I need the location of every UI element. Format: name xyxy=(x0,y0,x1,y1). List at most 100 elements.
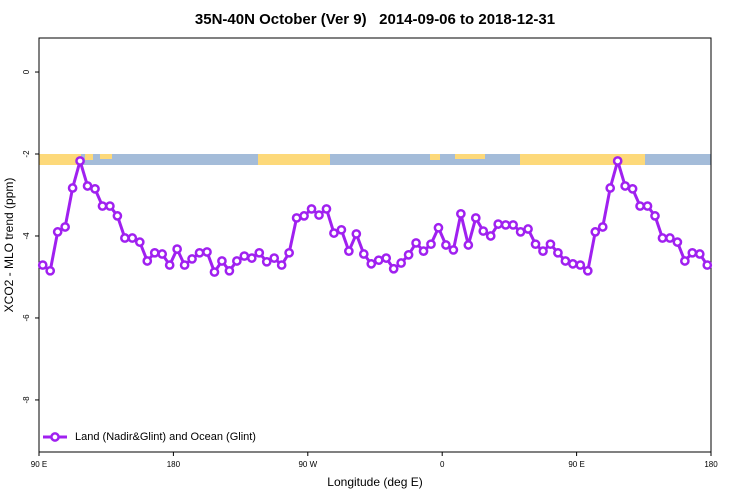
data-point xyxy=(82,181,93,191)
data-point xyxy=(209,267,220,277)
data-point xyxy=(635,201,645,211)
data-point xyxy=(538,246,548,256)
data-point xyxy=(403,249,414,260)
x-tick-label: 90 E xyxy=(31,460,47,469)
data-point xyxy=(60,222,70,232)
x-tick-label: 180 xyxy=(167,460,181,469)
land-strip xyxy=(455,154,485,159)
data-point xyxy=(351,229,362,239)
data-point xyxy=(665,233,675,243)
y-axis-label: XCO2 - MLO trend (ppm) xyxy=(2,178,16,313)
data-point xyxy=(127,233,138,243)
data-point xyxy=(75,156,85,166)
data-point xyxy=(67,183,78,193)
data-point xyxy=(381,253,392,263)
data-point xyxy=(493,219,504,229)
data-point xyxy=(478,226,489,236)
data-point xyxy=(672,237,683,247)
data-point xyxy=(224,265,235,276)
data-point xyxy=(515,227,526,237)
data-point xyxy=(620,181,630,191)
land-strip xyxy=(430,154,440,160)
data-point xyxy=(97,201,108,211)
x-tick-label: 0 xyxy=(440,460,445,469)
data-point xyxy=(702,260,713,270)
data-point xyxy=(157,249,168,259)
data-point xyxy=(232,256,242,266)
data-point xyxy=(134,237,145,247)
data-point xyxy=(306,204,317,214)
y-tick-label: -2 xyxy=(22,150,31,158)
data-point xyxy=(291,213,302,223)
data-point xyxy=(299,211,309,221)
land-strip xyxy=(39,154,81,165)
data-point xyxy=(485,231,496,241)
data-point xyxy=(261,256,272,267)
data-point xyxy=(642,201,653,211)
data-point xyxy=(358,249,369,259)
data-point xyxy=(612,156,623,166)
data-point xyxy=(254,247,265,258)
data-point xyxy=(605,183,616,193)
data-point xyxy=(441,240,451,250)
data-point xyxy=(187,254,197,264)
land-strip xyxy=(258,154,330,165)
data-point xyxy=(172,244,182,254)
data-point xyxy=(45,265,56,276)
data-point xyxy=(597,222,608,232)
x-tick-label: 90 E xyxy=(568,460,584,469)
data-point xyxy=(508,220,518,230)
data-point xyxy=(560,256,571,266)
data-point xyxy=(164,260,175,270)
chart-title: 35N-40N October (Ver 9) 2014-09-06 to 20… xyxy=(195,11,555,28)
legend-label: Land (Nadir&Glint) and Ocean (Glint) xyxy=(75,431,256,443)
data-point xyxy=(90,183,100,194)
data-point xyxy=(105,201,115,211)
x-tick-label: 180 xyxy=(704,460,718,469)
data-point xyxy=(388,263,399,274)
data-point xyxy=(52,227,63,237)
data-point xyxy=(344,246,354,256)
data-point xyxy=(568,259,578,269)
land-strip xyxy=(85,154,93,160)
data-point xyxy=(456,208,466,219)
legend-marker xyxy=(50,432,60,442)
data-point xyxy=(411,238,421,248)
data-point xyxy=(433,222,444,233)
data-point xyxy=(149,247,160,258)
data-point xyxy=(627,183,638,194)
data-point xyxy=(276,260,287,270)
data-point xyxy=(217,256,227,266)
data-point xyxy=(463,240,474,250)
data-point xyxy=(553,247,563,258)
ocean-strip xyxy=(39,154,711,165)
y-tick-label: -4 xyxy=(22,232,31,240)
data-point xyxy=(37,260,48,270)
data-point xyxy=(246,253,257,263)
data-point xyxy=(657,233,668,243)
data-point xyxy=(269,253,280,263)
data-point xyxy=(575,260,586,270)
x-tick-label: 90 W xyxy=(298,460,317,469)
data-point xyxy=(321,204,332,214)
plot-frame xyxy=(38,37,712,453)
data-point xyxy=(239,251,250,261)
land-strip xyxy=(520,154,645,165)
data-point xyxy=(582,265,593,276)
data-point xyxy=(426,239,436,250)
data-point xyxy=(545,239,556,250)
land-ocean-strip xyxy=(39,154,711,165)
y-tick-label: -6 xyxy=(22,314,31,322)
series-line xyxy=(41,159,709,274)
data-point xyxy=(470,213,481,223)
data-point xyxy=(523,224,533,234)
data-point xyxy=(500,220,511,230)
y-tick-label: -8 xyxy=(22,396,31,404)
data-point xyxy=(329,228,339,238)
data-point xyxy=(142,256,153,266)
data-point xyxy=(336,224,347,235)
data-point xyxy=(120,233,130,243)
data-point xyxy=(284,247,294,258)
data-point xyxy=(373,255,384,266)
